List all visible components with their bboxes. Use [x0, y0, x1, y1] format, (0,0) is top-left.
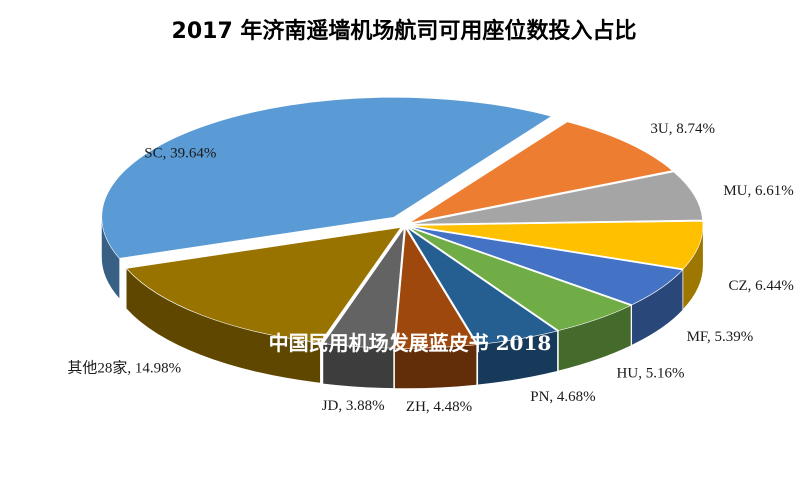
pie-slice-5	[408, 227, 632, 331]
pie-slice-0	[101, 96, 553, 259]
pie-label-1: 3U, 8.74%	[650, 121, 715, 137]
pie-slice-side-3	[683, 225, 703, 309]
watermark-text: 中国民用机场发展蓝皮书 2018	[269, 331, 552, 355]
pie-label-8: JD, 3.88%	[322, 398, 385, 414]
pie-label-6: PN, 4.68%	[530, 389, 595, 405]
pie-slice-side-5	[558, 305, 631, 371]
pie-label-2: MU, 6.61%	[723, 183, 793, 199]
pie-slice-side-8	[323, 343, 394, 389]
pie-slice-8	[322, 227, 405, 349]
pie-label-3: CZ, 6.44%	[728, 278, 793, 294]
pie-label-4: MF, 5.39%	[687, 329, 754, 345]
pie-label-5: HU, 5.16%	[617, 366, 685, 382]
pie-slice-6	[407, 227, 558, 345]
pie-label-0: SC, 39.64%	[144, 145, 216, 161]
pie-slice-4	[410, 226, 684, 306]
pie-slice-2	[410, 171, 703, 225]
pie-slice-side-9	[126, 268, 321, 383]
pie-slice-9	[125, 227, 402, 344]
pie-labels: SC, 39.64% 3U, 8.74% MU, 6.61% CZ, 6.44% MF,…	[67, 121, 793, 415]
pie-slice-side-4	[632, 269, 683, 345]
pie-slice-side-6	[478, 331, 558, 385]
pie-label-7: ZH, 4.48%	[406, 399, 472, 415]
chart-title: 2017 年济南遥墙机场航司可用座位数投入占比	[172, 18, 637, 44]
pie-slice-3	[410, 220, 704, 270]
pie-slice-7	[394, 227, 477, 349]
pie-slices	[101, 96, 704, 389]
pie-slice-1	[409, 121, 673, 224]
pie-label-9: 其他28家, 14.98%	[67, 360, 181, 377]
pie-slice-side-0	[101, 217, 120, 299]
pie-slice-side-7	[394, 344, 477, 389]
